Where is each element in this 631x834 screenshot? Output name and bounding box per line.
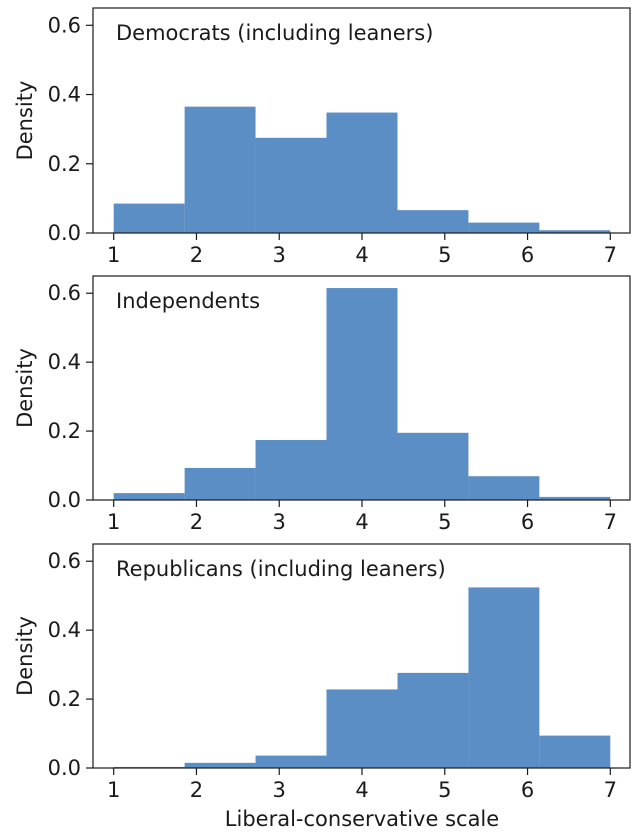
y-tick-label: 0.4: [48, 83, 81, 107]
x-tick-label: 6: [521, 243, 534, 267]
y-tick-label: 0.0: [48, 756, 81, 780]
x-tick-label: 7: [604, 510, 617, 534]
histogram-bar: [255, 137, 327, 233]
histogram-bar: [468, 476, 540, 500]
histogram-bar: [468, 222, 540, 233]
x-tick-label: 5: [438, 243, 451, 267]
histogram-bar: [184, 762, 256, 768]
x-tick-label: 3: [273, 778, 286, 802]
panel-title: Republicans (including leaners): [116, 557, 446, 581]
y-tick-label: 0.0: [48, 221, 81, 245]
y-tick-label: 0.0: [48, 488, 81, 512]
y-axis-label: Density: [13, 348, 37, 428]
y-tick-label: 0.6: [48, 13, 81, 37]
x-tick-label: 3: [273, 510, 286, 534]
y-tick-label: 0.6: [48, 281, 81, 305]
x-axis-label: Liberal-conservative scale: [225, 807, 499, 831]
histogram-bar: [539, 230, 611, 233]
x-tick-label: 1: [107, 510, 120, 534]
histogram-bar: [255, 755, 327, 768]
histogram-bar: [255, 440, 327, 500]
x-tick-label: 4: [355, 510, 368, 534]
histogram-bar: [326, 112, 398, 233]
y-axis-label: Density: [13, 616, 37, 696]
x-tick-label: 6: [521, 778, 534, 802]
histogram-bar: [397, 432, 469, 500]
x-tick-label: 3: [273, 243, 286, 267]
x-tick-label: 5: [438, 510, 451, 534]
y-tick-label: 0.4: [48, 350, 81, 374]
y-axis-label: Density: [13, 81, 37, 161]
x-tick-label: 4: [355, 778, 368, 802]
y-tick-label: 0.6: [48, 549, 81, 573]
histogram-bar: [468, 587, 540, 768]
histogram-bar: [326, 288, 398, 500]
x-tick-label: 2: [190, 510, 203, 534]
x-tick-label: 7: [604, 778, 617, 802]
y-tick-label: 0.2: [48, 152, 81, 176]
histogram-panel-2: 0.0 0.2 0.4 0.6 1 2 3 4 5 6 7 Independents Density: [13, 275, 631, 534]
histogram-bar: [397, 210, 469, 233]
x-tick-label: 4: [355, 243, 368, 267]
histogram-bar: [113, 493, 185, 500]
histogram-bar: [184, 467, 256, 500]
x-tick-label: 2: [190, 243, 203, 267]
histogram-panel-3: 0.0 0.2 0.4 0.6 1 2 3 4 5 6 7 Republicans (includin…: [13, 543, 631, 831]
x-tick-label: 7: [604, 243, 617, 267]
histogram-bar: [397, 672, 469, 768]
x-tick-label: 2: [190, 778, 203, 802]
histogram-bar: [326, 689, 398, 768]
y-tick-label: 0.2: [48, 687, 81, 711]
y-tick-label: 0.4: [48, 618, 81, 642]
x-tick-label: 1: [107, 243, 120, 267]
x-tick-label: 1: [107, 778, 120, 802]
panel-title: Independents: [116, 289, 260, 313]
x-tick-label: 6: [521, 510, 534, 534]
histogram-bar: [539, 735, 611, 768]
histogram-bar: [184, 106, 256, 233]
panel-title: Democrats (including leaners): [116, 21, 433, 45]
histogram-panel-1: 0.0 0.2 0.4 0.6 1 2 3 4 5 6 7 Democrats (including …: [13, 7, 631, 267]
histogram-bar: [539, 496, 611, 500]
x-tick-label: 5: [438, 778, 451, 802]
y-tick-label: 0.2: [48, 419, 81, 443]
histogram-bar: [113, 203, 185, 233]
